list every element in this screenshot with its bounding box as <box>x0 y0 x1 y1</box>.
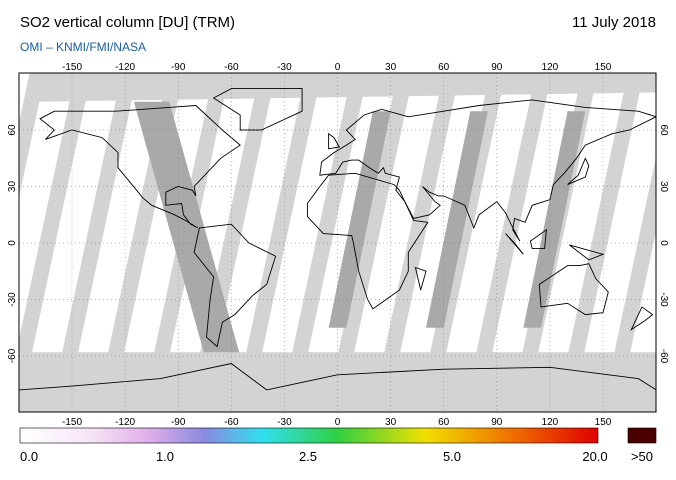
swath-gap <box>19 73 46 198</box>
south-region <box>19 352 656 412</box>
coastline <box>212 88 303 131</box>
colorbar-label: 1.0 <box>156 449 174 464</box>
lon-tick-label: 120 <box>542 417 559 428</box>
dark-swath <box>426 111 488 328</box>
swath-gap <box>613 157 656 356</box>
dark-swath <box>36 73 656 102</box>
coastline <box>538 263 609 316</box>
lat-tick-label: 30 <box>658 181 669 193</box>
swath-gap <box>567 73 644 356</box>
lat-tick-label: 60 <box>7 124 18 136</box>
coastline <box>39 105 241 229</box>
colorbar-overflow-label: >50 <box>631 449 653 464</box>
lat-tick-label: 30 <box>7 181 18 193</box>
lon-tick-label: -90 <box>171 62 186 73</box>
coastline <box>505 233 524 255</box>
lon-tick-label: 30 <box>385 417 397 428</box>
lon-tick-label: 120 <box>542 62 559 73</box>
lat-tick-label: 0 <box>658 240 669 246</box>
dark-swath <box>523 111 586 328</box>
lat-tick-label: -30 <box>7 292 18 307</box>
lon-tick-label: -150 <box>62 417 82 428</box>
swath-gap <box>475 73 552 356</box>
colorbar-label: 5.0 <box>443 449 461 464</box>
map-frame <box>18 72 657 413</box>
lon-tick-label: -120 <box>115 62 135 73</box>
coastline <box>319 99 656 242</box>
dark-swath <box>133 101 241 356</box>
title: SO2 vertical column [DU] (TRM) <box>20 14 235 31</box>
date: 11 July 2018 <box>572 14 656 31</box>
coastline <box>193 223 277 348</box>
lon-tick-label: -30 <box>277 62 292 73</box>
coastline <box>529 228 547 250</box>
lat-tick-label: -60 <box>658 349 669 364</box>
coastline <box>630 306 654 331</box>
lon-tick-label: 60 <box>438 417 450 428</box>
map <box>19 73 676 412</box>
lon-tick-label: 30 <box>385 62 397 73</box>
coastline <box>569 244 605 261</box>
lat-tick-label: -60 <box>7 348 18 363</box>
colorbar-overflow <box>627 427 657 444</box>
colorbar-label: 0.0 <box>20 449 38 464</box>
lon-tick-label: -120 <box>115 417 135 428</box>
lon-tick-label: -90 <box>171 417 186 428</box>
swath-gap <box>660 74 676 357</box>
coastline <box>567 157 590 186</box>
swath-gap <box>337 73 414 356</box>
lat-tick-label: 60 <box>658 124 669 136</box>
lon-tick-label: 150 <box>595 417 612 428</box>
swath-gap <box>19 73 92 356</box>
colorbar-label: 20.0 <box>582 449 607 464</box>
lon-tick-label: 0 <box>335 417 341 428</box>
coastline <box>306 172 429 310</box>
lon-tick-label: 60 <box>438 62 450 73</box>
colorbar-label: 2.5 <box>299 449 317 464</box>
lat-tick-label: -30 <box>658 292 669 307</box>
coastline <box>328 132 341 150</box>
dark-swath <box>328 111 391 328</box>
lon-tick-label: -30 <box>277 417 292 428</box>
swath-gap <box>245 73 322 356</box>
lon-tick-label: -60 <box>224 417 239 428</box>
lon-tick-label: -150 <box>62 62 82 73</box>
swath-gap <box>383 73 460 356</box>
lon-tick-label: 150 <box>595 62 612 73</box>
swath-gap <box>61 73 138 356</box>
lon-tick-label: 0 <box>335 62 341 73</box>
source: OMI – KNMI/FMI/NASA <box>20 40 146 54</box>
lon-tick-label: 90 <box>491 62 503 73</box>
lon-tick-label: -60 <box>224 62 239 73</box>
coastline <box>414 266 427 291</box>
lat-tick-label: 0 <box>7 240 18 246</box>
lon-tick-label: 90 <box>491 417 503 428</box>
colorbar <box>19 427 599 444</box>
